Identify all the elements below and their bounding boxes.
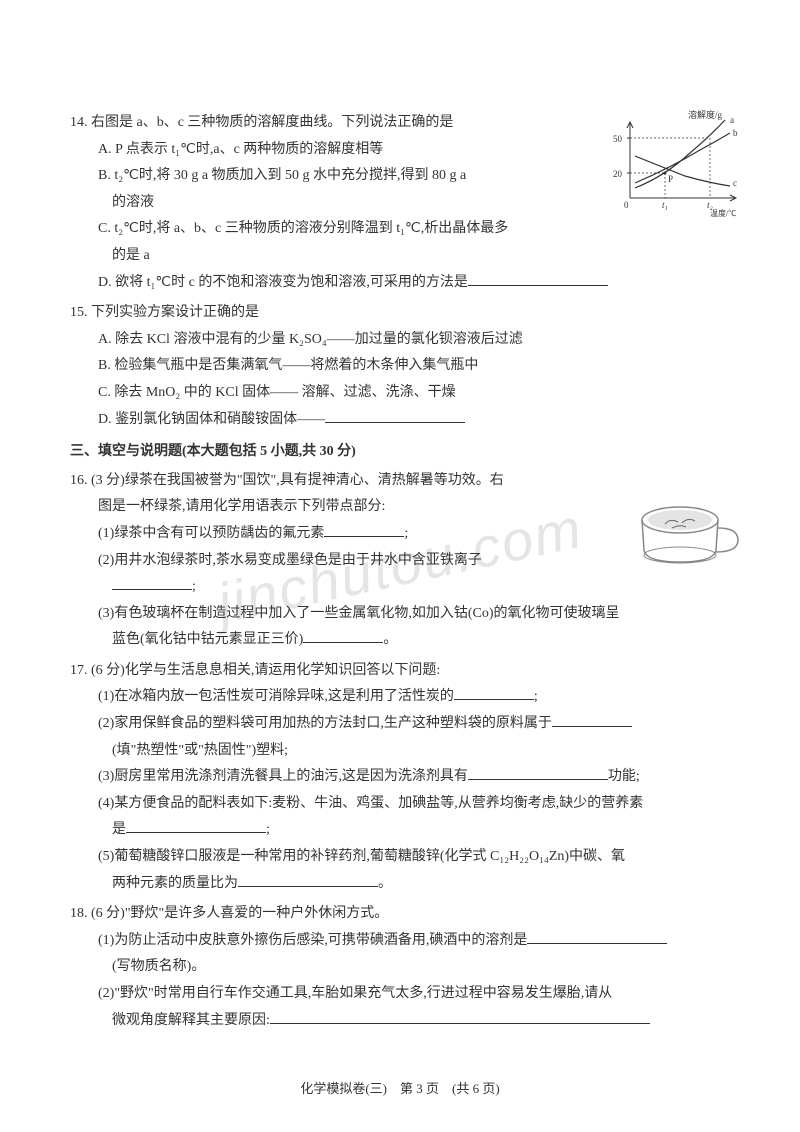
q16-sub2b-wrap: ; [70, 574, 740, 601]
q15-option-d-wrap: D. 鉴别氯化钠固体和硝酸铵固体—— [70, 407, 740, 434]
q16-sub1-wrap: (1)绿茶中含有可以预防龋齿的氟元素; [70, 521, 740, 548]
q14-option-d-wrap: D. 欲将 t₁℃时 c 的不饱和溶液变为饱和溶液,可采用的方法是 [70, 270, 740, 297]
q15-blank [325, 407, 465, 423]
q18-blank1 [527, 928, 667, 944]
svg-text:20: 20 [613, 169, 623, 179]
q18-sub1a-wrap: (1)为防止活动中皮肤意外擦伤后感染,可携带碘酒备用,碘酒中的溶剂是 [70, 928, 740, 955]
q18-sub2b-wrap: 微观角度解释其主要原因: [70, 1008, 740, 1035]
svg-text:b: b [733, 128, 738, 138]
q17-blank3 [468, 764, 608, 780]
question-15: 15. 下列实验方案设计正确的是 A. 除去 KCl 溶液中混有的少量 K₂SO… [70, 300, 740, 433]
q17-sub2a-wrap: (2)家用保鲜食品的塑料袋可用加热的方法封口,生产这种塑料袋的原料属于 [70, 711, 740, 738]
q15-option-b: B. 检验集气瓶中是否集满氧气——将燃着的木条伸入集气瓶中 [70, 353, 740, 380]
q16-sub3a: (3)有色玻璃杯在制造过程中加入了一些金属氧化物,如加入钴(Co)的氧化物可使玻… [70, 601, 740, 628]
q18-stem: 18. (6 分)"野炊"是许多人喜爱的一种户外休闲方式。 [70, 901, 740, 928]
q17-sub2b: (填"热塑性"或"热固性")塑料; [70, 738, 740, 765]
q17-sub1: (1)在冰箱内放一包活性炭可消除异味,这是利用了活性炭的 [98, 689, 454, 704]
q17-stem: 17. (6 分)化学与生活息息相关,请运用化学知识回答以下问题: [70, 658, 740, 685]
q16-sub3b: 蓝色(氧化钴中钴元素显正三价) [112, 632, 303, 647]
question-17: 17. (6 分)化学与生活息息相关,请运用化学知识回答以下问题: (1)在冰箱… [70, 658, 740, 897]
q17-sub4a: (4)某方便食品的配料表如下:麦粉、牛油、鸡蛋、加碘盐等,从营养均衡考虑,缺少的… [70, 791, 740, 818]
q17-blank4 [126, 817, 266, 833]
q18-blank2 [270, 1008, 650, 1024]
svg-text:P: P [668, 174, 673, 184]
q16-stem2: 图是一杯绿茶,请用化学用语表示下列带点部分: [70, 494, 740, 521]
q17-sub5a: (5)葡萄糖酸锌口服液是一种常用的补锌药剂,葡萄糖酸锌(化学式 C₁₂H₂₂O₁… [70, 844, 740, 871]
page-footer: 化学模拟卷(三) 第 3 页 (共 6 页) [0, 1077, 800, 1102]
svg-text:c: c [733, 178, 737, 188]
q16-blank2 [112, 574, 192, 590]
q17-sub3-wrap: (3)厨房里常用洗涤剂清洗餐具上的油污,这是因为洗涤剂具有功能; [70, 764, 740, 791]
q17-blank5 [238, 871, 378, 887]
question-16: 16. (3 分)绿茶在我国被誉为"国饮",具有提神清心、清热解暑等功效。右 图… [70, 468, 740, 654]
q18-sub1b: (写物质名称)。 [70, 954, 740, 981]
svg-text:a: a [730, 115, 734, 125]
q14-option-c1: C. t₂℃时,将 a、b、c 三种物质的溶液分别降温到 t₁℃,析出晶体最多 [70, 216, 740, 243]
q16-blank1 [324, 521, 404, 537]
q18-sub2a: (2)"野炊"时常用自行车作交通工具,车胎如果充气太多,行进过程中容易发生爆胎,… [70, 981, 740, 1008]
svg-text:0: 0 [624, 200, 629, 210]
svg-text:温度/℃: 温度/℃ [710, 208, 736, 218]
q16-blank3 [303, 627, 383, 643]
q16-sub3b-wrap: 蓝色(氧化钴中钴元素显正三价)。 [70, 627, 740, 654]
q15-option-c: C. 除去 MnO₂ 中的 KCl 固体—— 溶解、过滤、洗涤、干燥 [70, 380, 740, 407]
q17-sub2a: (2)家用保鲜食品的塑料袋可用加热的方法封口,生产这种塑料袋的原料属于 [98, 716, 552, 731]
q16-stem1: 16. (3 分)绿茶在我国被誉为"国饮",具有提神清心、清热解暑等功效。右 [70, 468, 740, 495]
q14-option-c2: 的是 a [70, 243, 740, 270]
q17-blank1 [454, 684, 534, 700]
q16-sub1: (1)绿茶中含有可以预防龋齿的氟元素 [98, 526, 324, 541]
q18-sub1a: (1)为防止活动中皮肤意外擦伤后感染,可携带碘酒备用,碘酒中的溶剂是 [98, 933, 527, 948]
section-3-title: 三、填空与说明题(本大题包括 5 小题,共 30 分) [70, 439, 740, 466]
q17-sub5b: 两种元素的质量比为 [112, 876, 238, 891]
q17-blank2 [552, 711, 632, 727]
q17-sub5b-wrap: 两种元素的质量比为。 [70, 871, 740, 898]
q17-sub3: (3)厨房里常用洗涤剂清洗餐具上的油污,这是因为洗涤剂具有 [98, 769, 468, 784]
chart-ylabel: 溶解度/g [688, 109, 723, 120]
question-18: 18. (6 分)"野炊"是许多人喜爱的一种户外休闲方式。 (1)为防止活动中皮… [70, 901, 740, 1034]
q14-option-d: D. 欲将 t₁℃时 c 的不饱和溶液变为饱和溶液,可采用的方法是 [98, 275, 468, 290]
q17-sub4b-wrap: 是; [70, 817, 740, 844]
q15-option-a: A. 除去 KCl 溶液中混有的少量 K₂SO₄——加过量的氯化钡溶液后过滤 [70, 327, 740, 354]
q14-blank [468, 270, 608, 286]
q17-sub4b: 是 [112, 822, 126, 837]
q18-sub2b: 微观角度解释其主要原因: [112, 1013, 270, 1028]
solubility-chart: 溶解度/g 50 20 P a b c t₁ t₂ 温度/℃ 0 [610, 108, 750, 218]
q15-stem: 15. 下列实验方案设计正确的是 [70, 300, 740, 327]
q17-sub1-wrap: (1)在冰箱内放一包活性炭可消除异味,这是利用了活性炭的; [70, 684, 740, 711]
svg-text:t₁: t₁ [662, 200, 668, 210]
svg-text:50: 50 [613, 134, 623, 144]
q16-sub2a: (2)用井水泡绿茶时,茶水易变成墨绿色是由于井水中含亚铁离子 [70, 548, 740, 575]
q15-option-d: D. 鉴别氯化钠固体和硝酸铵固体—— [98, 412, 325, 427]
